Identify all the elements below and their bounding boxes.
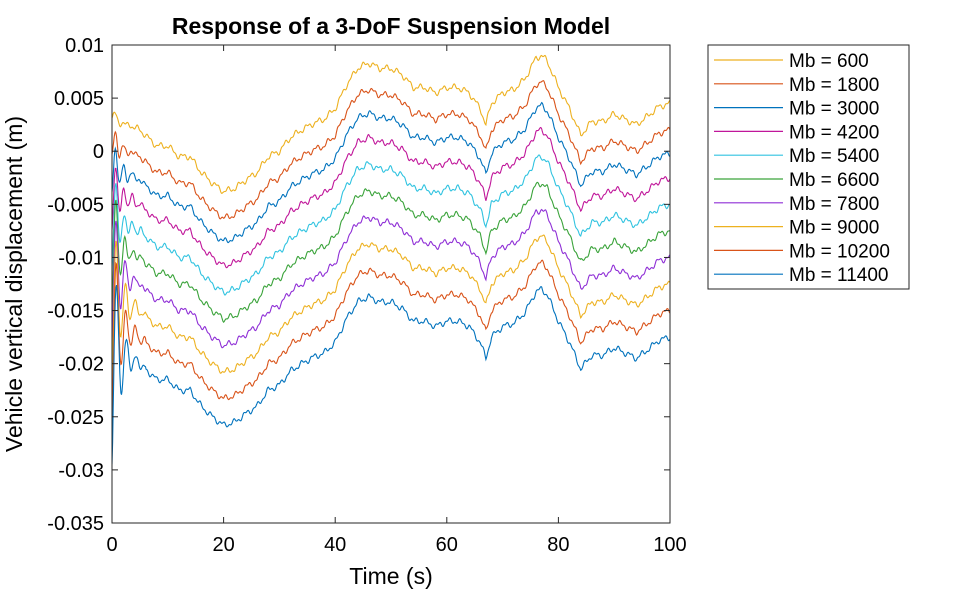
series-line-9 (112, 259, 670, 424)
plot-frame (111, 44, 671, 524)
legend-label: Mb = 600 (789, 51, 869, 72)
x-tick-label: 80 (547, 534, 569, 556)
y-tick-label: -0.035 (47, 513, 104, 535)
legend-label: Mb = 3000 (789, 99, 879, 120)
legend-label: Mb = 9000 (789, 218, 879, 239)
x-tick-label: 60 (436, 534, 458, 556)
series-line-2 (112, 79, 670, 220)
series-line-3 (112, 101, 670, 244)
y-axis-ticks: 0.01 0.005 0 -0.005 -0.01 -0.015 -0.02 -0.025 -0… (47, 35, 670, 535)
y-tick-label: -0.03 (58, 460, 104, 482)
x-tick-label: 100 (653, 534, 686, 556)
series-line-1 (112, 54, 670, 195)
legend-label: Mb = 10200 (789, 241, 890, 262)
y-tick-label: 0.005 (54, 88, 104, 110)
legend-label: Mb = 1800 (789, 75, 879, 96)
x-axis-ticks: 0 20 40 60 80 100 (106, 45, 687, 556)
y-tick-label: -0.015 (47, 301, 104, 323)
series-line-4 (112, 126, 670, 269)
x-tick-label: 40 (324, 534, 346, 556)
plot-background (112, 45, 670, 523)
x-tick-label: 0 (106, 534, 117, 556)
y-tick-label: -0.025 (47, 407, 104, 429)
series-line-7 (112, 208, 670, 349)
y-tick-label: 0 (93, 141, 104, 163)
series-line-8 (112, 234, 670, 384)
legend-label: Mb = 5400 (789, 146, 879, 167)
legend-label: Mb = 11400 (789, 265, 888, 286)
legend-label: Mb = 7800 (789, 194, 879, 215)
legend-label: Mb = 4200 (789, 122, 879, 143)
series-lines (112, 54, 670, 465)
y-axis-label: Vehicle vertical displacement (m) (1, 116, 27, 452)
series-line-5 (112, 154, 670, 296)
series-line-6 (112, 181, 670, 324)
y-tick-label: 0.01 (65, 35, 104, 57)
y-tick-label: -0.005 (47, 194, 104, 216)
x-tick-label: 20 (212, 534, 234, 556)
x-axis-label: Time (s) (349, 563, 432, 589)
series-line-10 (112, 284, 670, 465)
legend-box (707, 44, 910, 290)
y-tick-label: -0.02 (58, 354, 104, 376)
chart-title: Response of a 3-DoF Suspension Model (172, 13, 610, 39)
legend-label: Mb = 6600 (789, 170, 879, 191)
y-tick-label: -0.01 (58, 247, 104, 269)
